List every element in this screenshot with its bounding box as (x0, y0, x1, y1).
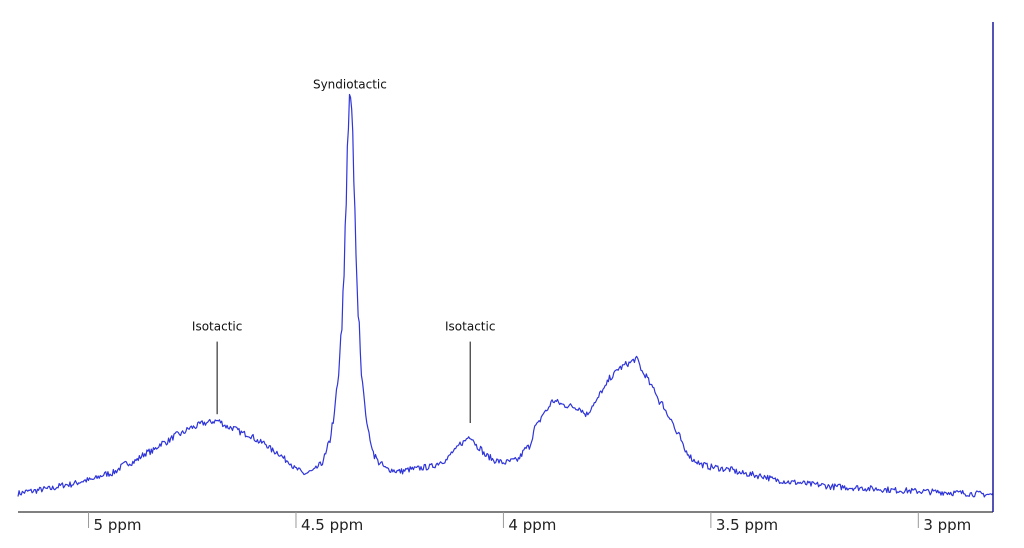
x-tick-label: 5 ppm (94, 516, 142, 534)
series-layer (17, 93, 994, 498)
spectrum-line (17, 93, 994, 498)
peak-annotation-label: Isotactic (192, 320, 242, 334)
x-ticks: 5 ppm 4.5 ppm 4 ppm 3.5 ppm 3 ppm (88, 512, 971, 534)
peak-annotation-label: Isotactic (445, 320, 495, 334)
annotations: Syndiotactic Isotactic Isotactic (192, 78, 495, 423)
x-tick-label: 4.5 ppm (301, 516, 363, 534)
x-tick-label: 3.5 ppm (716, 516, 778, 534)
x-tick-label: 3 ppm (923, 516, 971, 534)
peak-annotation-label: Syndiotactic (313, 78, 387, 92)
x-tick-label: 4 ppm (508, 516, 556, 534)
